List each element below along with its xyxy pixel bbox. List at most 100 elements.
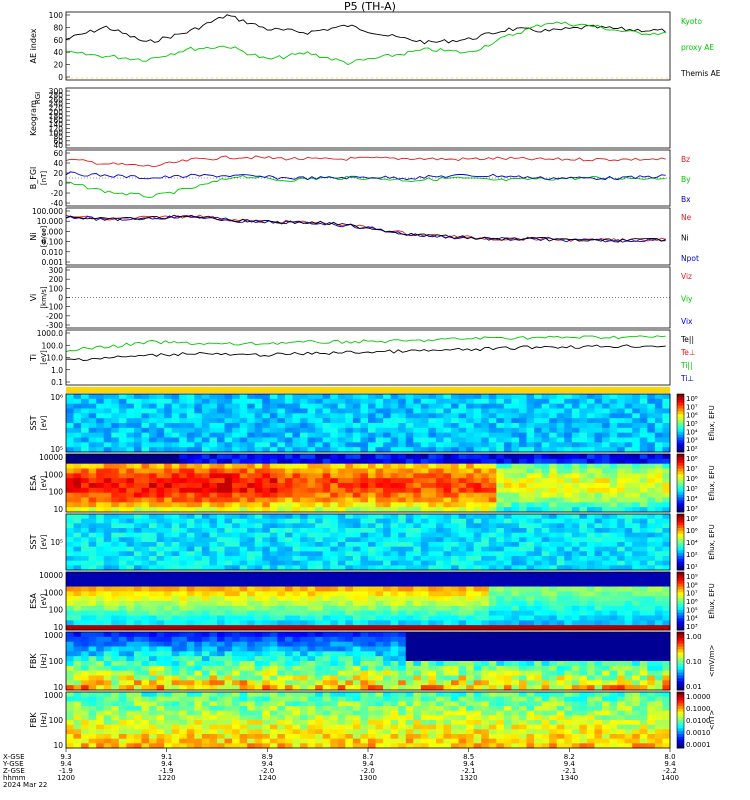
spectrogram-cell <box>262 502 271 508</box>
spectrogram-cell <box>526 487 535 494</box>
spectrogram-cell <box>413 514 422 520</box>
spectrogram-cell <box>73 483 82 489</box>
spectrogram-cell <box>481 670 490 676</box>
spectrogram-cell <box>451 432 460 438</box>
spectrogram-cell <box>617 565 626 571</box>
spectrogram-cell <box>428 685 437 691</box>
spectrogram-cell <box>322 418 331 424</box>
spectrogram-cell <box>262 423 271 429</box>
spectrogram-cell <box>247 458 256 465</box>
by-line <box>65 175 666 198</box>
spectrogram-cell <box>662 615 671 621</box>
spectrogram-cell <box>262 641 271 647</box>
spectrogram-cell <box>420 665 429 672</box>
spectrogram-cell <box>368 458 377 465</box>
spectrogram-cell <box>609 463 618 469</box>
spectrogram-cell <box>254 636 263 643</box>
spectrogram-cell <box>239 492 248 498</box>
spectrogram-cell <box>232 473 241 479</box>
spectrogram-cell <box>435 646 444 652</box>
spectrogram-cell <box>375 463 384 469</box>
spectrogram-cell <box>420 507 429 513</box>
spectrogram-cell <box>232 605 241 612</box>
spectrogram-cell <box>337 442 346 448</box>
spectrogram-cell <box>639 610 648 616</box>
spectrogram-cell <box>564 565 573 571</box>
spectrogram-cell <box>662 586 671 592</box>
spectrogram-cell <box>133 641 142 647</box>
spectrogram-cell <box>209 680 218 686</box>
spectrogram-cell <box>549 483 558 489</box>
spectrogram-cell <box>88 432 97 438</box>
spectrogram-cell <box>466 661 475 667</box>
spectrogram-cell <box>149 532 158 538</box>
spectrogram-cell <box>624 586 633 592</box>
spectrogram-cell <box>330 680 339 686</box>
spectrogram-cell <box>571 620 580 626</box>
spectrogram-cell <box>481 398 490 405</box>
spectrogram-cell <box>262 625 271 631</box>
spectrogram-cell <box>133 423 142 429</box>
spectrogram-cell <box>133 398 142 405</box>
spectrogram-cell <box>451 437 460 443</box>
spectrogram-cell <box>300 432 309 438</box>
spectrogram-cell <box>194 610 203 616</box>
spectrogram-cell <box>390 437 399 443</box>
spectrogram-cell <box>66 507 75 513</box>
spectrogram-cell <box>171 437 180 443</box>
spectrogram-cell <box>466 403 475 409</box>
spectrogram-cell <box>322 546 331 552</box>
spectrogram-cell <box>330 507 339 513</box>
spectrogram-cell <box>322 487 331 494</box>
spectrogram-cell <box>549 432 558 438</box>
spectrogram-cell <box>209 523 218 529</box>
spectrogram-cell <box>511 442 520 448</box>
spectrogram-cell <box>171 651 180 657</box>
spectrogram-cell <box>481 605 490 612</box>
spectrogram-cell <box>481 487 490 494</box>
spectrogram-cell <box>503 651 512 657</box>
spectrogram-cell <box>556 620 565 626</box>
spectrogram-cell <box>526 398 535 405</box>
spectrogram-cell <box>164 413 173 419</box>
spectrogram-cell <box>375 665 384 672</box>
spectrogram-cell <box>473 670 482 676</box>
spectrogram-cell <box>262 576 271 583</box>
spectrogram-cell <box>307 447 316 453</box>
spectrogram-cell <box>224 646 233 652</box>
spectrogram-cell <box>277 528 286 534</box>
spectrogram-cell <box>186 646 195 652</box>
spectrogram-cell <box>458 418 467 424</box>
spectrogram-cell <box>262 514 271 520</box>
colorbar-frame <box>676 513 685 571</box>
spectrogram-cell <box>111 502 120 508</box>
spectrogram-cell <box>405 551 414 557</box>
spectrogram-cell <box>496 581 505 587</box>
spectrogram-cell <box>322 437 331 443</box>
spectrogram-cell <box>571 596 580 602</box>
spectrogram-cell <box>443 502 452 508</box>
spectrogram-cell <box>156 518 165 524</box>
y-tick-label: 60 <box>53 149 63 158</box>
spectrogram-cell <box>428 581 437 587</box>
y-tick-label: 0.010 <box>42 248 64 257</box>
spectrogram-cell <box>307 576 316 583</box>
spectrogram-cell <box>194 478 203 484</box>
spectrogram-cell <box>262 565 271 571</box>
spectrogram-cell <box>209 685 218 691</box>
spectrogram-cell <box>420 601 429 607</box>
spectrogram-cell <box>473 560 482 566</box>
spectrogram-cell <box>330 454 339 460</box>
spectrogram-cell <box>179 560 188 566</box>
spectrogram-cell <box>186 610 195 616</box>
spectrogram-cell <box>413 492 422 498</box>
spectrogram-cell <box>254 605 263 612</box>
spectrogram-cell <box>564 665 573 672</box>
spectrogram-cell <box>141 591 150 597</box>
spectrogram-cell <box>352 437 361 443</box>
spectrogram-cell <box>66 532 75 538</box>
spectrogram-cell <box>594 625 603 631</box>
spectrogram-cell <box>443 507 452 513</box>
spectrogram-cell <box>81 523 90 529</box>
spectrogram-cell <box>443 447 452 453</box>
